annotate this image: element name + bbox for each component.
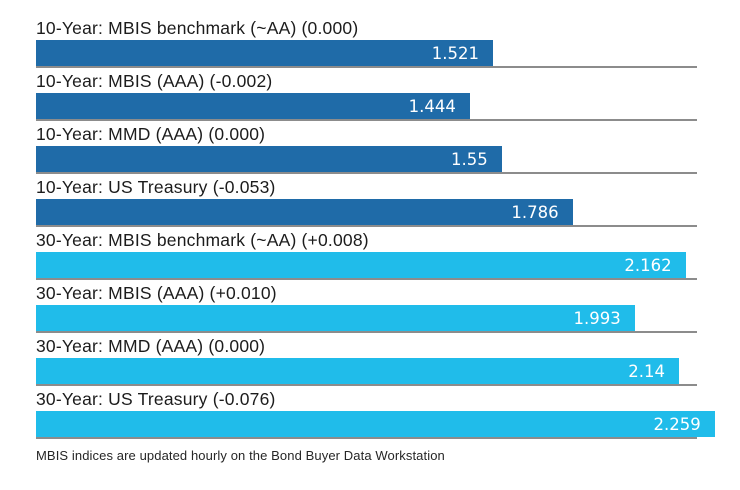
chart-rows: 10-Year: MBIS benchmark (~AA) (0.000) 1.…	[36, 16, 740, 439]
bar-category-label: 30-Year: MBIS (AAA) (+0.010)	[36, 283, 277, 303]
bar-category-label: 10-Year: US Treasury (-0.053)	[36, 177, 276, 197]
bar-category-label: 10-Year: MBIS (AAA) (-0.002)	[36, 71, 273, 91]
bar-value-label: 2.259	[653, 415, 701, 434]
bar-value-label: 1.55	[450, 150, 488, 169]
bar-track: 1.521	[36, 40, 697, 66]
bar-category-label: 10-Year: MBIS benchmark (~AA) (0.000)	[36, 18, 359, 38]
bar: 2.14	[36, 358, 679, 384]
bar-category-label: 30-Year: MMD (AAA) (0.000)	[36, 336, 266, 356]
bar: 1.444	[36, 93, 470, 119]
row-baseline	[36, 119, 697, 121]
row-baseline	[36, 437, 697, 439]
chart-row: 30-Year: MMD (AAA) (0.000) 2.14	[36, 334, 740, 386]
bar-category-label: 30-Year: US Treasury (-0.076)	[36, 389, 276, 409]
bond-yield-bar-chart: 10-Year: MBIS benchmark (~AA) (0.000) 1.…	[36, 16, 740, 463]
row-baseline	[36, 172, 697, 174]
row-baseline	[36, 278, 697, 280]
chart-row: 10-Year: US Treasury (-0.053) 1.786	[36, 175, 740, 227]
bar-value-label: 1.993	[573, 309, 621, 328]
bar-track: 2.259	[36, 411, 715, 437]
chart-footnote: MBIS indices are updated hourly on the B…	[36, 448, 445, 463]
bar-track: 1.444	[36, 93, 697, 119]
bar-value-label: 1.786	[511, 203, 559, 222]
bar-value-label: 2.162	[624, 256, 672, 275]
chart-row: 30-Year: US Treasury (-0.076) 2.259	[36, 387, 740, 439]
bar-category-label: 30-Year: MBIS benchmark (~AA) (+0.008)	[36, 230, 369, 250]
bar-track: 1.786	[36, 199, 697, 225]
row-baseline	[36, 66, 697, 68]
row-baseline	[36, 331, 697, 333]
chart-row: 30-Year: MBIS benchmark (~AA) (+0.008) 2…	[36, 228, 740, 280]
bar: 1.993	[36, 305, 635, 331]
bar: 1.521	[36, 40, 493, 66]
bar-value-label: 1.444	[408, 97, 456, 116]
bar-track: 1.55	[36, 146, 697, 172]
bar-track: 2.14	[36, 358, 697, 384]
bar: 1.55	[36, 146, 502, 172]
bar: 1.786	[36, 199, 573, 225]
chart-row: 10-Year: MBIS (AAA) (-0.002) 1.444	[36, 69, 740, 121]
bar-track: 2.162	[36, 252, 697, 278]
row-baseline	[36, 384, 697, 386]
chart-row: 10-Year: MBIS benchmark (~AA) (0.000) 1.…	[36, 16, 740, 68]
bar-track: 1.993	[36, 305, 697, 331]
bar-value-label: 1.521	[431, 44, 479, 63]
bar-value-label: 2.14	[628, 362, 665, 381]
bar: 2.259	[36, 411, 715, 437]
bar-category-label: 10-Year: MMD (AAA) (0.000)	[36, 124, 266, 144]
bar: 2.162	[36, 252, 686, 278]
chart-row: 10-Year: MMD (AAA) (0.000) 1.55	[36, 122, 740, 174]
row-baseline	[36, 225, 697, 227]
chart-row: 30-Year: MBIS (AAA) (+0.010) 1.993	[36, 281, 740, 333]
